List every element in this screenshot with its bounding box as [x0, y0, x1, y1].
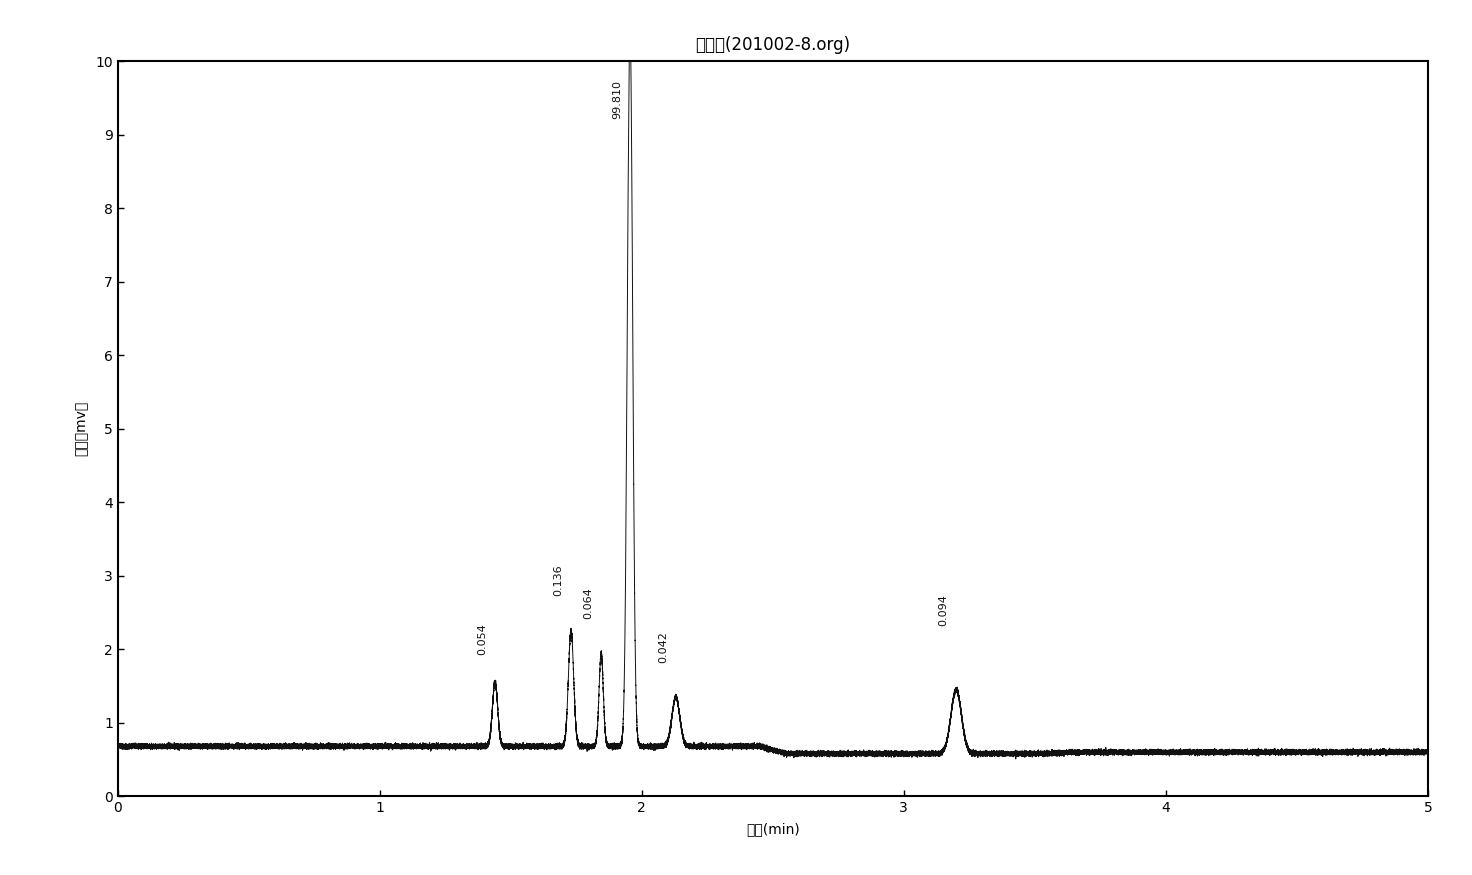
Text: 0.042: 0.042 — [658, 631, 668, 662]
Text: 0.094: 0.094 — [938, 594, 948, 626]
Text: 0.064: 0.064 — [583, 587, 593, 619]
Title: 色谱图(201002-8.org): 色谱图(201002-8.org) — [695, 36, 851, 54]
Text: 0.054: 0.054 — [477, 624, 487, 655]
Text: 99.810: 99.810 — [612, 80, 621, 119]
Text: 0.136: 0.136 — [553, 564, 562, 597]
Y-axis label: 电压（mv）: 电压（mv） — [74, 401, 88, 457]
X-axis label: 时间(min): 时间(min) — [746, 822, 799, 836]
